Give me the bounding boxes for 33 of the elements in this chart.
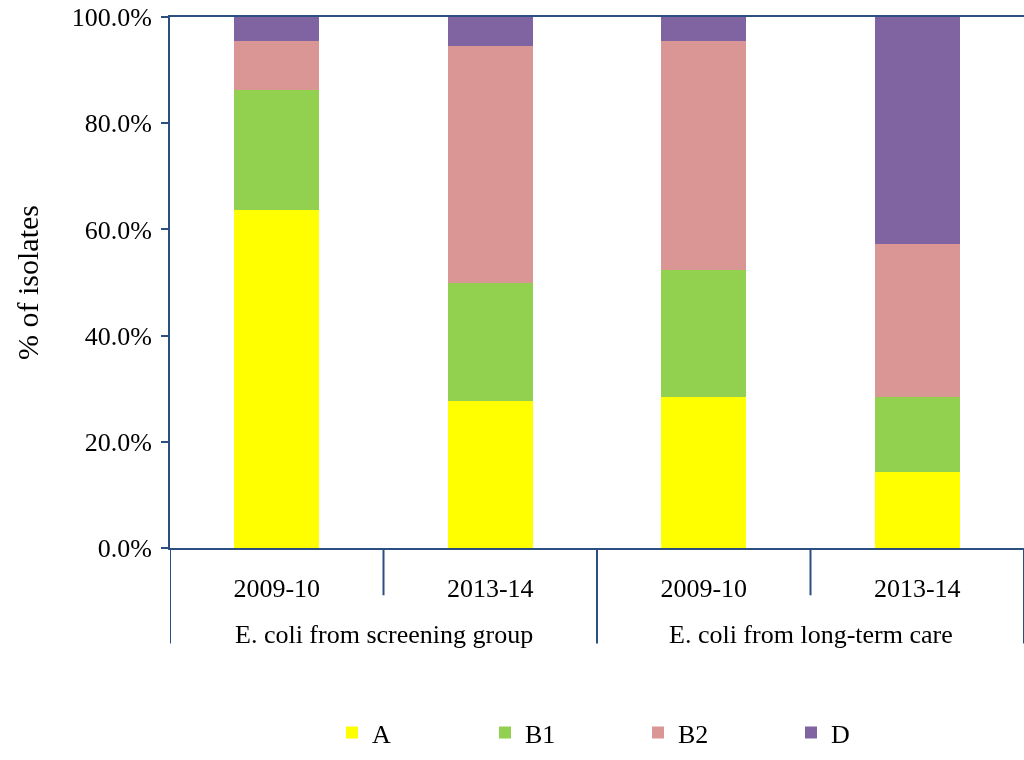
- legend-label: B2: [677, 719, 709, 749]
- y-tick-label: 60.0%: [84, 215, 152, 245]
- text: E. coli from long-term care: [669, 620, 953, 649]
- bar: [874, 472, 960, 548]
- bar: [874, 396, 960, 473]
- bar: [661, 41, 747, 270]
- bar: [234, 17, 320, 41]
- bar: [447, 17, 533, 47]
- bar: [874, 17, 960, 245]
- bar: [447, 46, 533, 283]
- bar: [661, 269, 747, 397]
- x-tick-label: 2009-10: [660, 574, 748, 604]
- legend-label: D: [830, 719, 850, 749]
- x-tick-label: 2013-14: [446, 574, 534, 604]
- y-tick-label: 20.0%: [84, 427, 152, 457]
- y-tick-label: 40.0%: [84, 321, 152, 351]
- bar: [874, 244, 960, 397]
- bar: [661, 396, 747, 548]
- y-tick-label: 100.0%: [71, 3, 152, 33]
- bar: [447, 400, 533, 548]
- x-tick-label: 2013-14: [873, 574, 961, 604]
- bar: [234, 40, 320, 90]
- text: E. coli from screening group: [235, 620, 534, 649]
- legend-label: B1: [524, 719, 556, 749]
- bar: [661, 17, 747, 42]
- bar: [234, 210, 320, 548]
- bar: [234, 89, 320, 211]
- y-tick-label: 0.0%: [97, 534, 152, 564]
- legend-label: A: [371, 719, 391, 749]
- y-tick-label: 80.0%: [84, 109, 152, 139]
- x-tick-label: 2009-10: [233, 574, 321, 604]
- y-axis-title: % of isolates: [11, 205, 45, 360]
- bar: [447, 282, 533, 401]
